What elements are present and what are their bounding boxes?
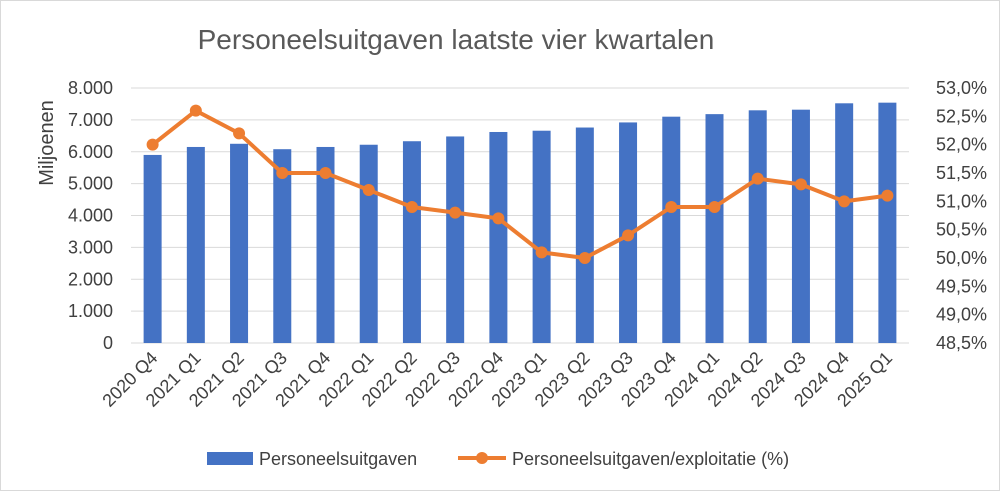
line-marker	[881, 189, 894, 202]
legend-label: Personeelsuitgaven/exploitatie (%)	[512, 449, 789, 469]
bar	[489, 131, 508, 343]
y-tick-label: 6.000	[68, 142, 113, 162]
y2-tick-label: 51,0%	[936, 191, 987, 211]
bar	[748, 110, 767, 343]
y-tick-label: 5.000	[68, 174, 113, 194]
y-tick-label: 2.000	[68, 269, 113, 289]
bar	[143, 154, 162, 343]
line-marker	[578, 252, 591, 264]
legend-label: Personeelsuitgaven	[259, 449, 417, 469]
line-marker	[319, 167, 332, 179]
line-series	[146, 104, 894, 264]
line-marker	[751, 172, 764, 185]
bar	[532, 130, 551, 343]
legend-bar-swatch	[207, 452, 253, 465]
line-marker	[405, 201, 418, 213]
line-marker	[146, 138, 159, 151]
y2-tick-label: 50,5%	[936, 220, 987, 240]
line-marker	[276, 167, 289, 179]
line-marker	[535, 246, 548, 259]
y-tick-label: 7.000	[68, 110, 113, 130]
bar	[446, 136, 465, 343]
line-marker	[708, 201, 721, 213]
line-marker	[492, 212, 505, 225]
bar	[662, 116, 681, 343]
bar	[402, 141, 421, 343]
y-tick-label: 1.000	[68, 301, 113, 321]
line-marker	[189, 104, 202, 117]
y-tick-label: 3.000	[68, 237, 113, 257]
bar	[878, 102, 897, 343]
y2-tick-label: 51,5%	[936, 163, 987, 183]
line-marker	[838, 195, 851, 208]
bar-series	[143, 102, 897, 344]
line-marker	[794, 178, 807, 191]
bar	[316, 146, 335, 343]
y2-tick-label: 53,0%	[936, 78, 987, 98]
y2-tick-label: 49,0%	[936, 305, 987, 325]
y2-tick-label: 52,0%	[936, 135, 987, 155]
bar	[186, 146, 205, 343]
y2-tick-label: 52,5%	[936, 106, 987, 126]
y2-tick-label: 49,5%	[936, 276, 987, 296]
y-axis-label: Miljoenen	[36, 100, 58, 186]
bar	[791, 109, 810, 343]
line-marker	[233, 127, 246, 140]
bar	[705, 114, 724, 343]
bar	[273, 149, 292, 343]
legend-marker-swatch	[476, 452, 488, 464]
chart-title: Personeelsuitgaven laatste vier kwartale…	[198, 24, 715, 55]
y2-tick-label: 48,5%	[936, 333, 987, 353]
line-marker	[362, 184, 375, 196]
bar	[230, 143, 249, 343]
line-marker	[665, 201, 678, 213]
y2-axis-ticks: 48,5% 49,0% 49,5% 50,0% 50,5% 51,0% 51,5% 52,0%…	[936, 78, 987, 353]
y-tick-label: 8.000	[68, 78, 113, 98]
bar	[575, 127, 594, 344]
line-marker	[449, 206, 462, 219]
bar	[359, 144, 378, 343]
y-tick-label: 4.000	[68, 206, 113, 226]
bar	[835, 103, 854, 343]
y2-tick-label: 50,0%	[936, 248, 987, 268]
y-tick-label: 0	[103, 333, 113, 353]
y-axis-ticks: 0 1.000 2.000 3.000 4.000 5.000 6.000 7.000 8.00…	[68, 78, 113, 353]
line-marker	[622, 229, 635, 242]
legend: Personeelsuitgaven Personeelsuitgaven/exp…	[207, 449, 789, 469]
line-path	[151, 108, 888, 260]
